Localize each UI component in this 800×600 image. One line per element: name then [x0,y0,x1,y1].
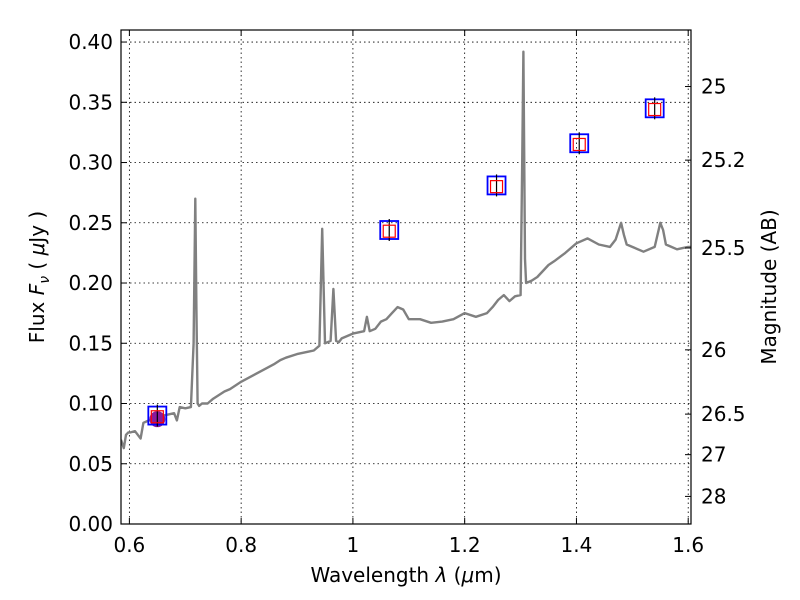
x-tick-label: 1.4 [561,533,593,557]
y-tick-label: 0.20 [68,271,113,295]
x-tick-label: 0.6 [113,533,145,557]
y2-axis-label: Magnitude (AB) [757,209,781,364]
y2-tick-label: 26 [701,338,726,362]
model-flux-marker [382,224,396,238]
spectrum-line [121,50,691,450]
y2-tick-label: 25.5 [701,236,746,260]
y-tick-label: 0.15 [68,331,113,355]
x-axis-label: Wavelength λ (μm) [310,563,501,587]
y-tick-label: 0.10 [68,392,113,416]
y2-tick-label: 28 [701,484,726,508]
grid [121,30,691,525]
x-tick-label: 1.2 [449,533,481,557]
model-flux-marker [648,102,662,117]
plot-frame [120,29,692,525]
x-tick-label: 0.8 [225,533,257,557]
y-tick-label: 0.25 [68,211,113,235]
ticks: 0.6 0.8 1 1.2 1.4 1.6 0.00 0.05 0.10 0.15 0.20 0.25… [68,30,746,557]
x-tick-label: 1 [347,533,360,557]
y-tick-label: 0.05 [68,452,113,476]
y-tick-label: 0.40 [68,30,113,54]
y-tick-label: 0.00 [68,512,113,536]
model-flux-marker [489,180,504,194]
y-tick-label: 0.35 [68,90,113,114]
y2-tick-label: 26.5 [701,402,746,426]
model-flux-marker [572,137,586,152]
y2-tick-label: 25.2 [701,148,746,172]
x-tick-label: 1.6 [672,533,704,557]
y-axis-label: Flux Fν ( μJy ) [25,211,53,343]
model-flux-marker [150,410,164,424]
y2-tick-label: 27 [701,443,726,467]
y2-tick-label: 25 [701,75,726,99]
plot-series [121,50,691,450]
y-tick-label: 0.30 [68,151,113,175]
